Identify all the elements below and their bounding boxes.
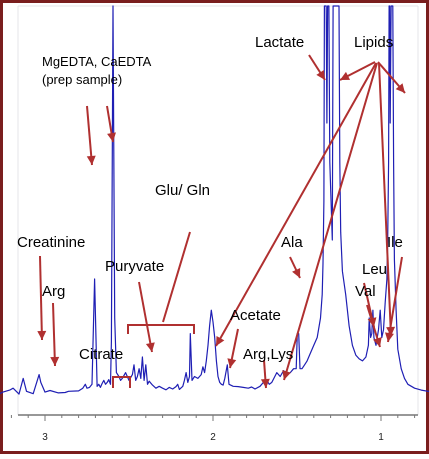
label-puryvate: Puryvate bbox=[105, 258, 164, 275]
edta-arrow-2 bbox=[106, 105, 116, 143]
edta-arrow-1 bbox=[86, 105, 96, 166]
ile-arrow bbox=[385, 256, 403, 343]
label-edta: MgEDTA, CaEDTA bbox=[42, 54, 152, 69]
glu-gln-pointer bbox=[162, 231, 191, 323]
x-tick-label: 2 bbox=[210, 432, 216, 443]
citrate-bracket bbox=[112, 376, 131, 388]
arg-lys-arrow bbox=[260, 359, 270, 389]
label-arg-lys: Arg,Lys bbox=[243, 346, 293, 363]
label-creatinine: Creatinine bbox=[17, 234, 85, 251]
label-ala: Ala bbox=[281, 234, 303, 251]
x-axis-ticks: 3 2 1 bbox=[10, 415, 416, 443]
creatinine-arrow bbox=[37, 255, 47, 341]
x-tick-label: 1 bbox=[378, 432, 384, 443]
annotation-labels: MgEDTA, CaEDTA (prep sample) Lactate Lip… bbox=[17, 34, 403, 363]
val-arrow bbox=[366, 304, 382, 348]
puryvate-arrow bbox=[138, 281, 155, 353]
label-citrate: Citrate bbox=[79, 346, 123, 363]
label-leu: Leu bbox=[362, 261, 387, 278]
lipids-arrow-2 bbox=[377, 61, 406, 94]
arg-arrow bbox=[50, 302, 60, 367]
lipids-arrow-4 bbox=[282, 62, 378, 381]
label-prep-sample: (prep sample) bbox=[42, 72, 122, 87]
label-glu-gln: Glu/ Gln bbox=[155, 182, 210, 199]
x-tick-label: 3 bbox=[42, 432, 48, 443]
label-arg: Arg bbox=[42, 283, 65, 300]
label-acetate: Acetate bbox=[230, 307, 281, 324]
label-lipids: Lipids bbox=[354, 34, 393, 51]
lipids-arrow-3 bbox=[215, 62, 377, 347]
spectrum-trace bbox=[0, 5, 429, 395]
label-ile: Ile bbox=[387, 234, 403, 251]
annotation-arrows bbox=[37, 54, 406, 389]
label-val: Val bbox=[355, 283, 376, 300]
glu-gln-bracket bbox=[127, 324, 195, 334]
acetate-arrow bbox=[227, 328, 239, 369]
lactate-arrow bbox=[308, 54, 326, 81]
label-lactate: Lactate bbox=[255, 34, 304, 51]
ala-arrow bbox=[289, 256, 301, 279]
lipids-arrow-1 bbox=[339, 61, 376, 81]
